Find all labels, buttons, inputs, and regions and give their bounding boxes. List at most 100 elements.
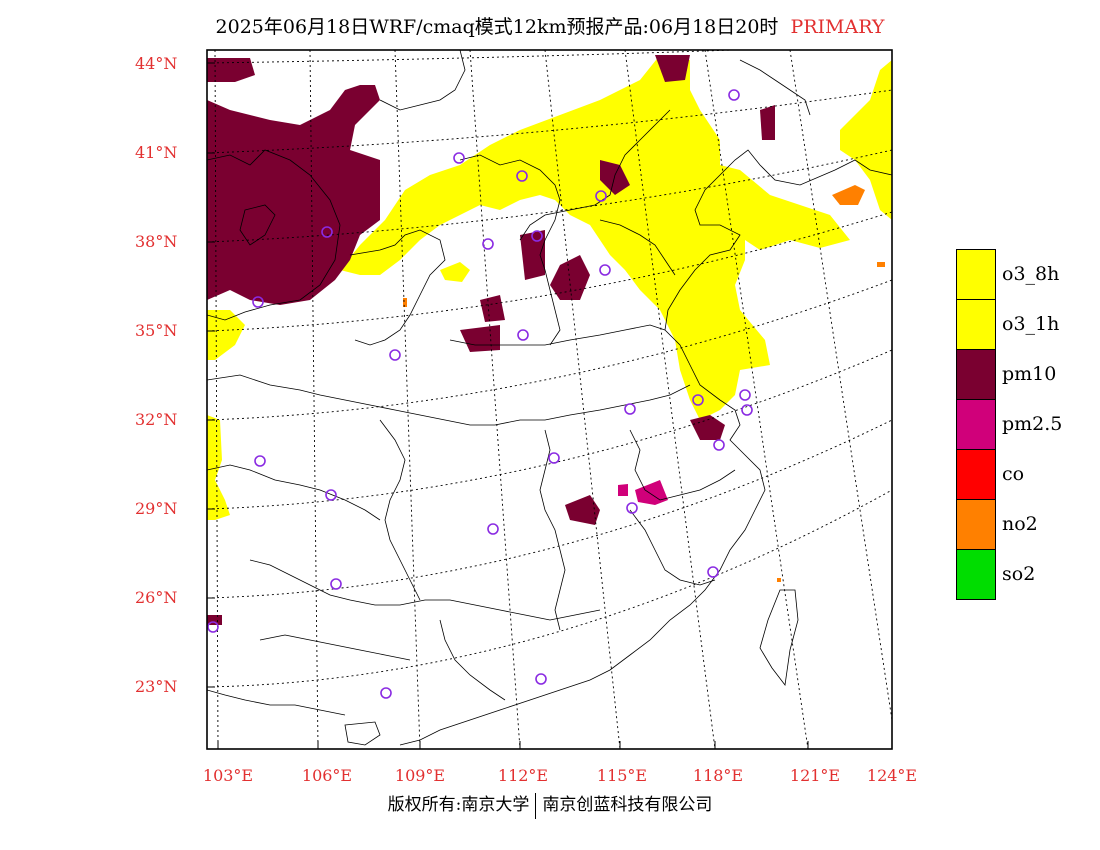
no2-dot [777,578,781,582]
legend-label: o3_8h [1002,263,1060,285]
hainan [344,721,381,746]
pm10-north-top [655,55,690,82]
station-marker [453,152,465,164]
title-main: 2025年06月18日WRF/cmaq模式12km预报产品:06月18日20时 [215,16,779,38]
station-marker [707,566,719,578]
station-marker [389,349,401,361]
province-9 [629,429,736,501]
lat-label: 41°N [135,143,178,162]
legend-label: o3_1h [1002,313,1060,335]
no2-northeast [832,185,865,205]
title-tag: PRIMARY [790,16,885,38]
no2-field [403,185,885,582]
station-marker [535,673,547,685]
province-8 [539,429,566,631]
station-marker [531,230,543,242]
graticule [207,50,892,749]
pm10-interior-2 [480,295,505,322]
station-marker [207,621,219,633]
legend-label: pm2.5 [1002,413,1063,435]
legend-label: co [1002,463,1025,485]
station-marker [517,329,529,341]
station-marker [321,226,333,238]
province-17 [599,219,676,276]
station-marker [516,170,528,182]
pm25-patch-2 [618,484,628,496]
no2-dot-2 [403,298,407,307]
station-marker [713,439,725,451]
lon-label: 121°E [789,766,841,785]
station-marker [254,455,266,467]
lat-label: 35°N [135,321,178,340]
station-marker [595,190,607,202]
province-11 [207,464,381,521]
pm25-patch-1 [635,480,668,505]
legend-label: pm10 [1002,363,1057,385]
copyright-left: 版权所有:南京大学 [387,795,530,815]
station-marker [624,403,636,415]
coastline [399,149,892,746]
lon-label: 106°E [301,766,353,785]
ticks [207,62,893,749]
station-marker [482,238,494,250]
lon-label: 124°E [866,766,918,785]
pm25-field [618,480,668,505]
copyright-footer: 版权所有:南京大学 南京创蓝科技有限公司 [0,790,1100,819]
station-marker [692,394,704,406]
lat-label: 32°N [135,410,178,429]
o3-west-patch [207,310,245,360]
station-marker [380,687,392,699]
station-marker [626,502,638,514]
legend-swatch [956,299,996,350]
station-marker [487,523,499,535]
station-marker [252,296,264,308]
lon-label: 118°E [692,766,744,785]
map-frame [206,49,893,750]
lon-label: 112°E [497,766,549,785]
legend-swatch [956,349,996,400]
pm10-northwest-top [207,58,255,82]
o3-northeast-patch [840,60,892,220]
province-5 [449,324,666,346]
legend-label: so2 [1002,563,1036,585]
lon-label: 109°E [394,766,446,785]
pm10-east-east [760,105,775,140]
station-marker [548,452,560,464]
province-6 [207,374,691,426]
legend-swatch [956,249,996,300]
legend-swatch [956,399,996,450]
lat-label: 29°N [135,499,178,518]
station-marker [599,264,611,276]
legend-swatch [956,549,996,600]
no2-dot-3 [877,262,885,267]
pm10-shanghai [690,415,725,440]
legend-swatch [956,449,996,500]
province-10 [629,509,716,586]
province-7 [379,419,421,601]
lat-label: 26°N [135,588,178,607]
province-18 [739,59,811,116]
lat-label: 38°N [135,232,178,251]
pm10-henan [460,325,500,352]
map-title: 2025年06月18日WRF/cmaq模式12km预报产品:06月18日20时 P… [0,12,1100,39]
pm10-jiangxi [565,495,600,525]
lon-label: 115°E [596,766,648,785]
legend-swatch [956,499,996,550]
taiwan [759,589,799,687]
o3-interior-patch [440,262,470,282]
lon-label: 103°E [202,766,254,785]
province-4 [459,154,561,346]
station-marker [728,89,740,101]
province-19 [379,50,466,111]
lat-label: 44°N [135,54,178,73]
province-2 [239,204,276,246]
province-12 [249,559,601,621]
legend-label: no2 [1002,513,1038,535]
province-16 [519,109,671,241]
o3-north-belt [340,55,850,420]
boundaries [207,50,892,746]
station-marker [739,389,751,401]
station-marker [741,404,753,416]
province-13 [439,619,506,701]
